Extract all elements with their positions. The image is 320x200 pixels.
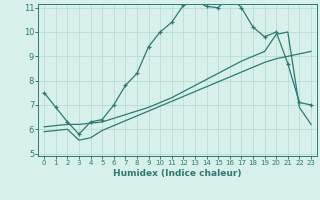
X-axis label: Humidex (Indice chaleur): Humidex (Indice chaleur)	[113, 169, 242, 178]
